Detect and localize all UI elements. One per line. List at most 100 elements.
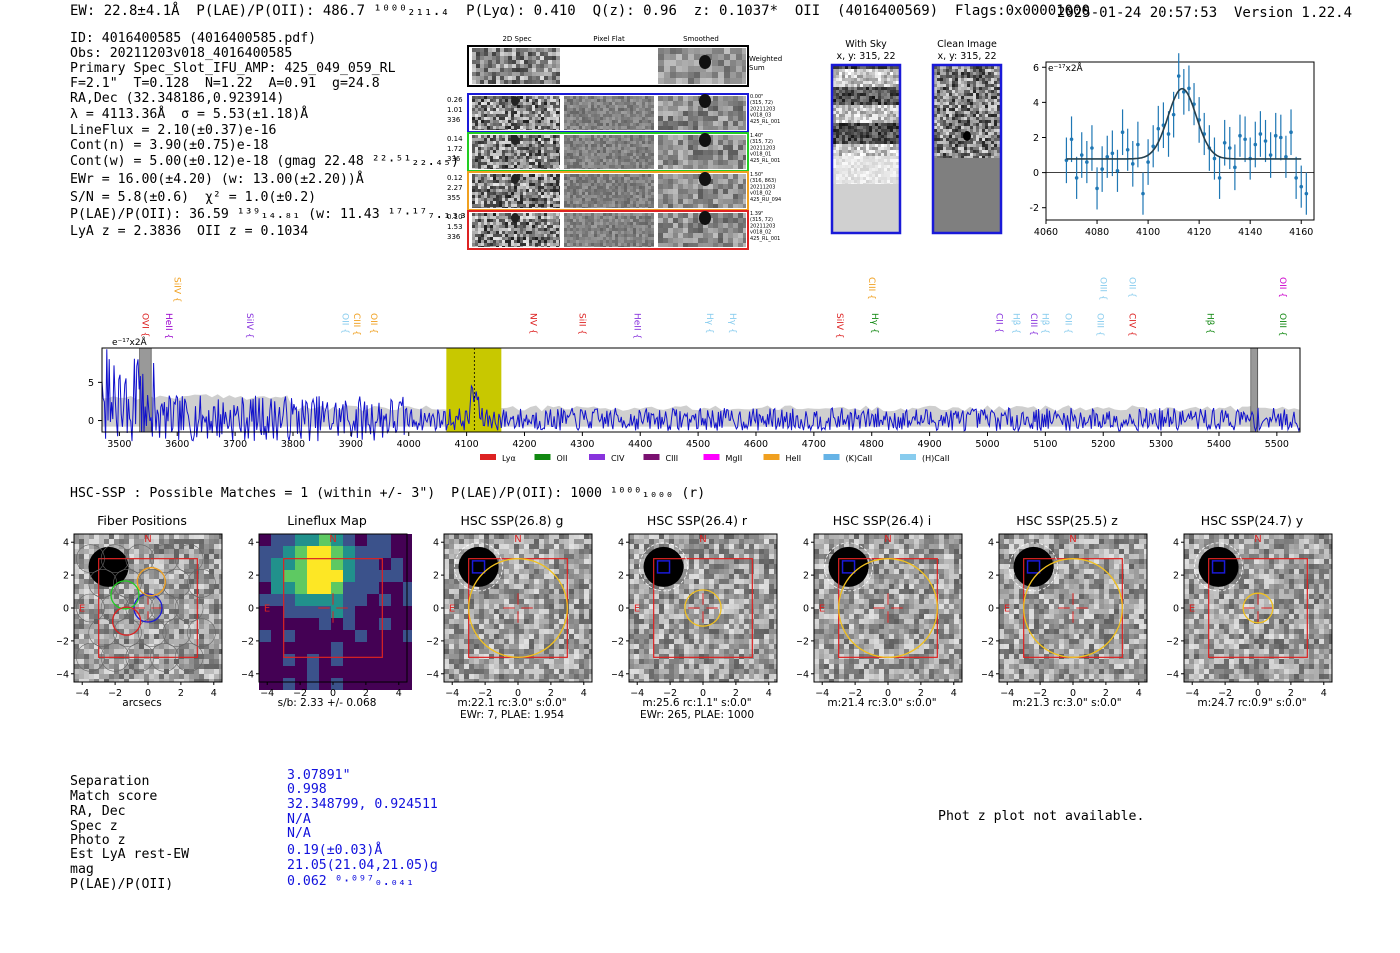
spec2d-row-meta: 425_RL_001: [750, 236, 780, 242]
x-tick-label: −2: [478, 688, 492, 699]
legend-swatch: [643, 454, 660, 460]
row-pixelflat-image: [564, 174, 654, 208]
x-tick-label: 4060: [1034, 227, 1058, 238]
line-marker-label: NV {: [527, 313, 537, 334]
x-tick-label: 4: [951, 688, 957, 699]
east-label: E: [1189, 603, 1195, 614]
spec2d-row-meta: v018_01: [750, 152, 771, 158]
spec2d-row-stat: 1.53: [447, 223, 463, 231]
match-table-value: 0.998: [287, 782, 327, 797]
y-tick-label: 4: [1033, 98, 1039, 109]
spec2d-row-meta: (316, 863): [750, 178, 776, 184]
data-point: [1130, 162, 1135, 166]
legend-label: OII: [557, 454, 568, 463]
fiber-2: [110, 580, 140, 610]
weighted-sum-label: Sum: [749, 64, 765, 72]
match-aperture: [824, 542, 873, 592]
x-tick-label: 4400: [628, 439, 652, 450]
spec2d-row-stat: 0.26: [447, 96, 463, 104]
cutout-title: HSC SSP(26.8) g: [460, 513, 564, 528]
info-line: EWr = 16.00(±4.20) (w: 13.00(±2.20))Å: [70, 172, 364, 187]
legend-swatch: [589, 454, 605, 460]
cutout-title: HSC SSP(25.5) z: [1016, 513, 1118, 528]
y-tick-label: −2: [982, 636, 994, 647]
data-point: [1095, 186, 1099, 191]
data-point: [1253, 142, 1258, 147]
x-tick-label: 4160: [1289, 227, 1313, 238]
legend-swatch: [900, 454, 916, 460]
photometry-aperture: [468, 558, 568, 658]
line-marker-label: OII {: [339, 313, 349, 334]
cutout-image-hsc: N E −4 −4 −2 −2 0 0 2 2 4 4: [982, 533, 1148, 699]
cutout-image-hsc: N E −4 −4 −2 −2 0 0 2 2 4 4: [612, 533, 778, 699]
cutout-caption: m:24.7 rc:0.9" s:0.0": [1197, 697, 1307, 709]
info-line: P(LAE)/P(OII): 36.59 ¹³⁹₁₄.₈₁ (w: 11.43 …: [70, 207, 475, 222]
line-marker-label: OII {: [1063, 313, 1073, 334]
spec2d-column-label: Smoothed: [683, 35, 719, 43]
info-line: Obs: 20211203v018_4016400585: [70, 46, 293, 61]
search-box: [653, 558, 753, 658]
with-sky-empty: [833, 184, 899, 232]
north-label: N: [144, 534, 151, 545]
row-pixelflat-image: [564, 213, 654, 247]
y-tick-label: 2: [988, 571, 994, 582]
sky-panel-title: Clean Image: [937, 39, 997, 50]
info-line: RA,Dec (32.348186,0.923914): [70, 91, 285, 106]
spec2d-row-stat: 336: [447, 116, 461, 124]
legend-swatch: [534, 454, 551, 460]
x-tick-label: 4: [396, 688, 402, 699]
x-tick-label: 5300: [1149, 439, 1173, 450]
legend-swatch: [703, 454, 720, 460]
x-tick-label: 0: [700, 688, 706, 699]
cutout-caption: arcsecs: [122, 697, 162, 709]
x-tick-label: 4100: [455, 439, 479, 450]
hsc-match-summary: HSC-SSP : Possible Matches = 1 (within +…: [70, 486, 706, 501]
x-tick-label: −4: [1185, 688, 1199, 699]
sky-noise-image: [629, 534, 777, 682]
match-aperture: [639, 542, 688, 592]
source-blob: [511, 213, 519, 223]
line-marker-label: OII {: [1277, 277, 1287, 298]
zoom-line-fit-chart: 4060 4080 4100 4120 4140 4160 -2 0 2 4 6 e⁻¹⁷x2Å: [1030, 53, 1315, 238]
fiber-primary: [133, 593, 163, 623]
x-tick-label: 3900: [339, 439, 363, 450]
row-2dspec-image: [472, 96, 560, 130]
data-point: [1284, 155, 1288, 159]
y-tick-label: −4: [427, 669, 439, 680]
match-marker: [1026, 560, 1041, 574]
match-marker: [471, 560, 486, 574]
sky-panel-subtitle: x, y: 315, 22: [836, 51, 895, 62]
data-point: [1233, 165, 1237, 170]
line-marker-label: SiIV {: [834, 313, 844, 339]
x-tick-label: −4: [75, 688, 89, 699]
spec2d-row-meta: (315, 72): [750, 217, 773, 223]
y-tick-label: 2: [803, 571, 809, 582]
source-blob: [511, 135, 519, 145]
line-marker-label: CIII {: [1028, 313, 1038, 336]
line-marker-label: Hγ {: [869, 313, 879, 334]
photometry-aperture: [1023, 558, 1123, 658]
y-tick-label: 2: [1033, 133, 1039, 144]
data-point: [1294, 176, 1298, 180]
source-blob: [963, 131, 971, 141]
cutout-caption: m:22.1 rc:3.0" s:0.0": [457, 697, 567, 709]
data-point: [1156, 126, 1161, 131]
zoom-unit-label: e⁻¹⁷x2Å: [1048, 62, 1084, 74]
data-point: [1258, 132, 1263, 136]
x-tick-label: −4: [815, 688, 829, 699]
source-blob: [511, 96, 519, 106]
cutout-title: HSC SSP(24.7) y: [1200, 513, 1304, 528]
info-line: ID: 4016400585 (4016400585.pdf): [70, 31, 317, 46]
line-marker-label: OIII {: [1277, 313, 1287, 337]
data-point: [1279, 135, 1283, 140]
spec2d-row-stat: 336: [447, 155, 461, 163]
data-point: [1289, 130, 1293, 135]
x-tick-label: 2: [1288, 688, 1294, 699]
line-marker-label: CIII {: [866, 277, 876, 300]
data-point: [1166, 132, 1171, 136]
north-label: N: [884, 534, 891, 545]
x-tick-label: −2: [108, 688, 122, 699]
line-marker-label: Hβ {: [1011, 313, 1021, 334]
with-sky-lower: [833, 156, 899, 184]
y-tick-label: 0: [1173, 604, 1179, 615]
